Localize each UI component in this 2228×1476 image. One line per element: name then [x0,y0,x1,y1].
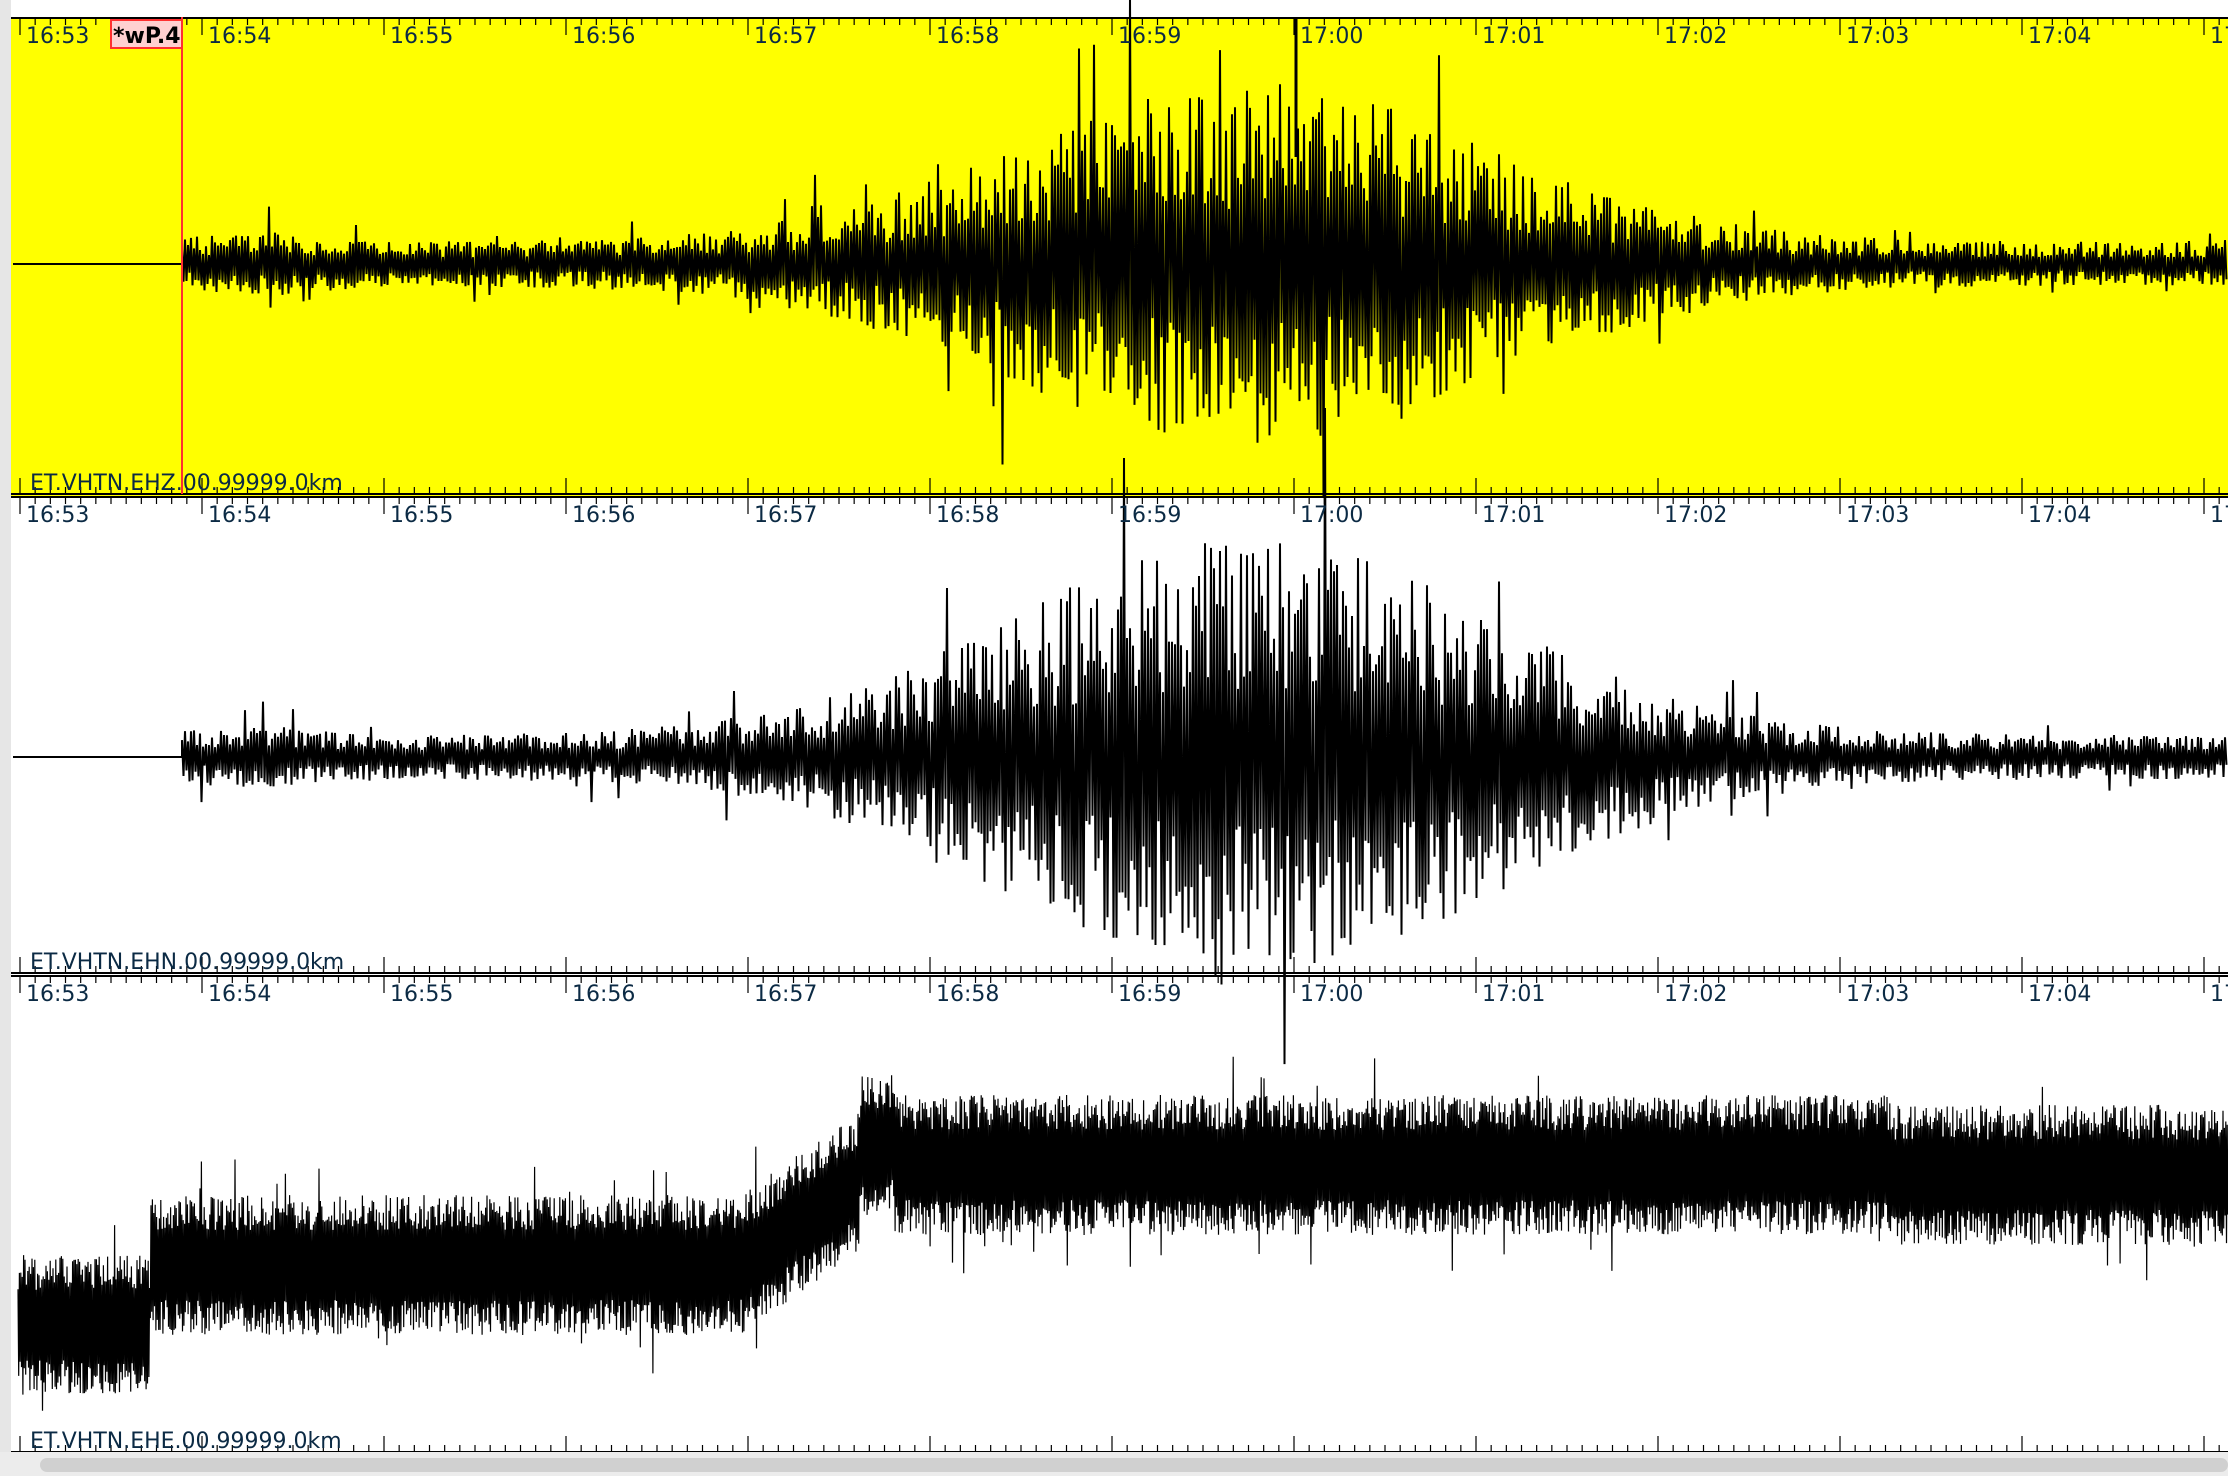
time-label: 16:54 [208,982,271,1007]
left-border [0,0,11,1452]
time-label: 16:55 [390,24,453,49]
time-label: 17:03 [1846,982,1909,1007]
time-label: 17:01 [1482,503,1545,528]
time-label: 16:56 [572,503,635,528]
time-label: 17:01 [1482,24,1545,49]
scroll-thumb[interactable] [40,1458,2228,1472]
time-label: 16:57 [754,982,817,1007]
time-label: 17:03 [1846,503,1909,528]
time-label: 16:58 [936,982,999,1007]
time-label: 17:05 [2210,982,2228,1007]
time-label: 16:59 [1118,503,1181,528]
time-label: 16:53 [26,982,89,1007]
time-label: 17:00 [1300,24,1363,49]
time-label: 17:01 [1482,982,1545,1007]
channel-label: ET.VHTN.EHE.00.99999.0km [30,1429,342,1454]
channel-label: ET.VHTN.EHN.00.99999.0km [30,950,344,975]
pick-box [110,19,183,49]
time-label: 16:58 [936,503,999,528]
time-label: 16:59 [1118,24,1181,49]
time-label: 16:57 [754,24,817,49]
time-label: 17:00 [1300,982,1363,1007]
time-label: 16:56 [572,24,635,49]
time-label: 16:57 [754,503,817,528]
waveform [13,0,2228,497]
time-label: 16:55 [390,503,453,528]
time-label: 16:58 [936,24,999,49]
time-label: 16:53 [26,503,89,528]
channel-label: ET.VHTN.EHZ.00.99999.0km [30,471,343,496]
pick-label: *wP.4 [113,24,181,49]
time-label: 16:59 [1118,982,1181,1007]
time-label: 17:05 [2210,503,2228,528]
time-label: 17:02 [1664,982,1727,1007]
time-label: 17:02 [1664,503,1727,528]
time-label: 17:00 [1300,503,1363,528]
time-label: 17:04 [2028,503,2091,528]
time-label: 17:04 [2028,24,2091,49]
waveform [13,407,2228,1065]
time-label: 17:03 [1846,24,1909,49]
time-label: 16:54 [208,24,271,49]
time-label: 17:05 [2210,24,2228,49]
waveform [17,1056,2228,1411]
time-label: 16:53 [26,24,89,49]
time-label: 17:04 [2028,982,2091,1007]
time-label: 16:56 [572,982,635,1007]
time-label: 16:54 [208,503,271,528]
time-label: 17:02 [1664,24,1727,49]
time-label: 16:55 [390,982,453,1007]
